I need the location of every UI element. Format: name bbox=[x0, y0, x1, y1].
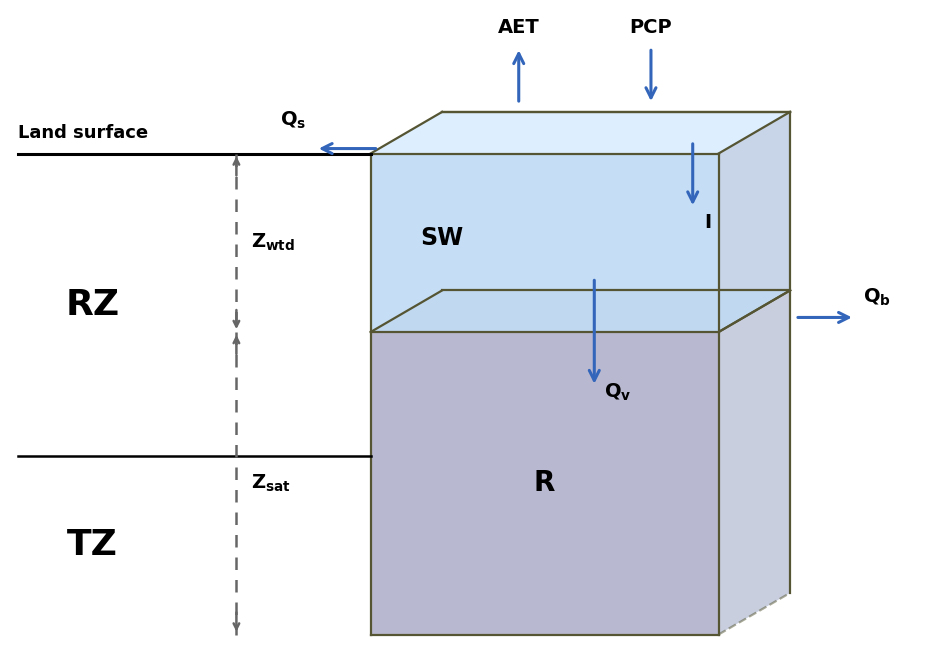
Polygon shape bbox=[718, 112, 791, 332]
Text: RZ: RZ bbox=[65, 288, 120, 322]
Text: Z$_{\mathregular{wtd}}$: Z$_{\mathregular{wtd}}$ bbox=[251, 232, 295, 253]
Polygon shape bbox=[371, 332, 718, 634]
Text: TZ: TZ bbox=[66, 528, 118, 562]
Text: R: R bbox=[534, 469, 555, 497]
Polygon shape bbox=[718, 112, 791, 634]
Polygon shape bbox=[371, 153, 718, 332]
Text: PCP: PCP bbox=[629, 19, 672, 38]
Text: Q$_{\mathregular{v}}$: Q$_{\mathregular{v}}$ bbox=[605, 382, 632, 403]
Polygon shape bbox=[371, 290, 791, 332]
Polygon shape bbox=[371, 112, 791, 153]
Text: AET: AET bbox=[498, 19, 540, 38]
Text: I: I bbox=[705, 213, 712, 232]
Text: Land surface: Land surface bbox=[18, 124, 148, 142]
Text: Z$_{\mathregular{sat}}$: Z$_{\mathregular{sat}}$ bbox=[251, 472, 291, 494]
Text: SW: SW bbox=[420, 226, 463, 250]
Text: Q$_{\mathregular{b}}$: Q$_{\mathregular{b}}$ bbox=[863, 286, 890, 308]
Text: Q$_{\mathregular{s}}$: Q$_{\mathregular{s}}$ bbox=[280, 110, 306, 131]
